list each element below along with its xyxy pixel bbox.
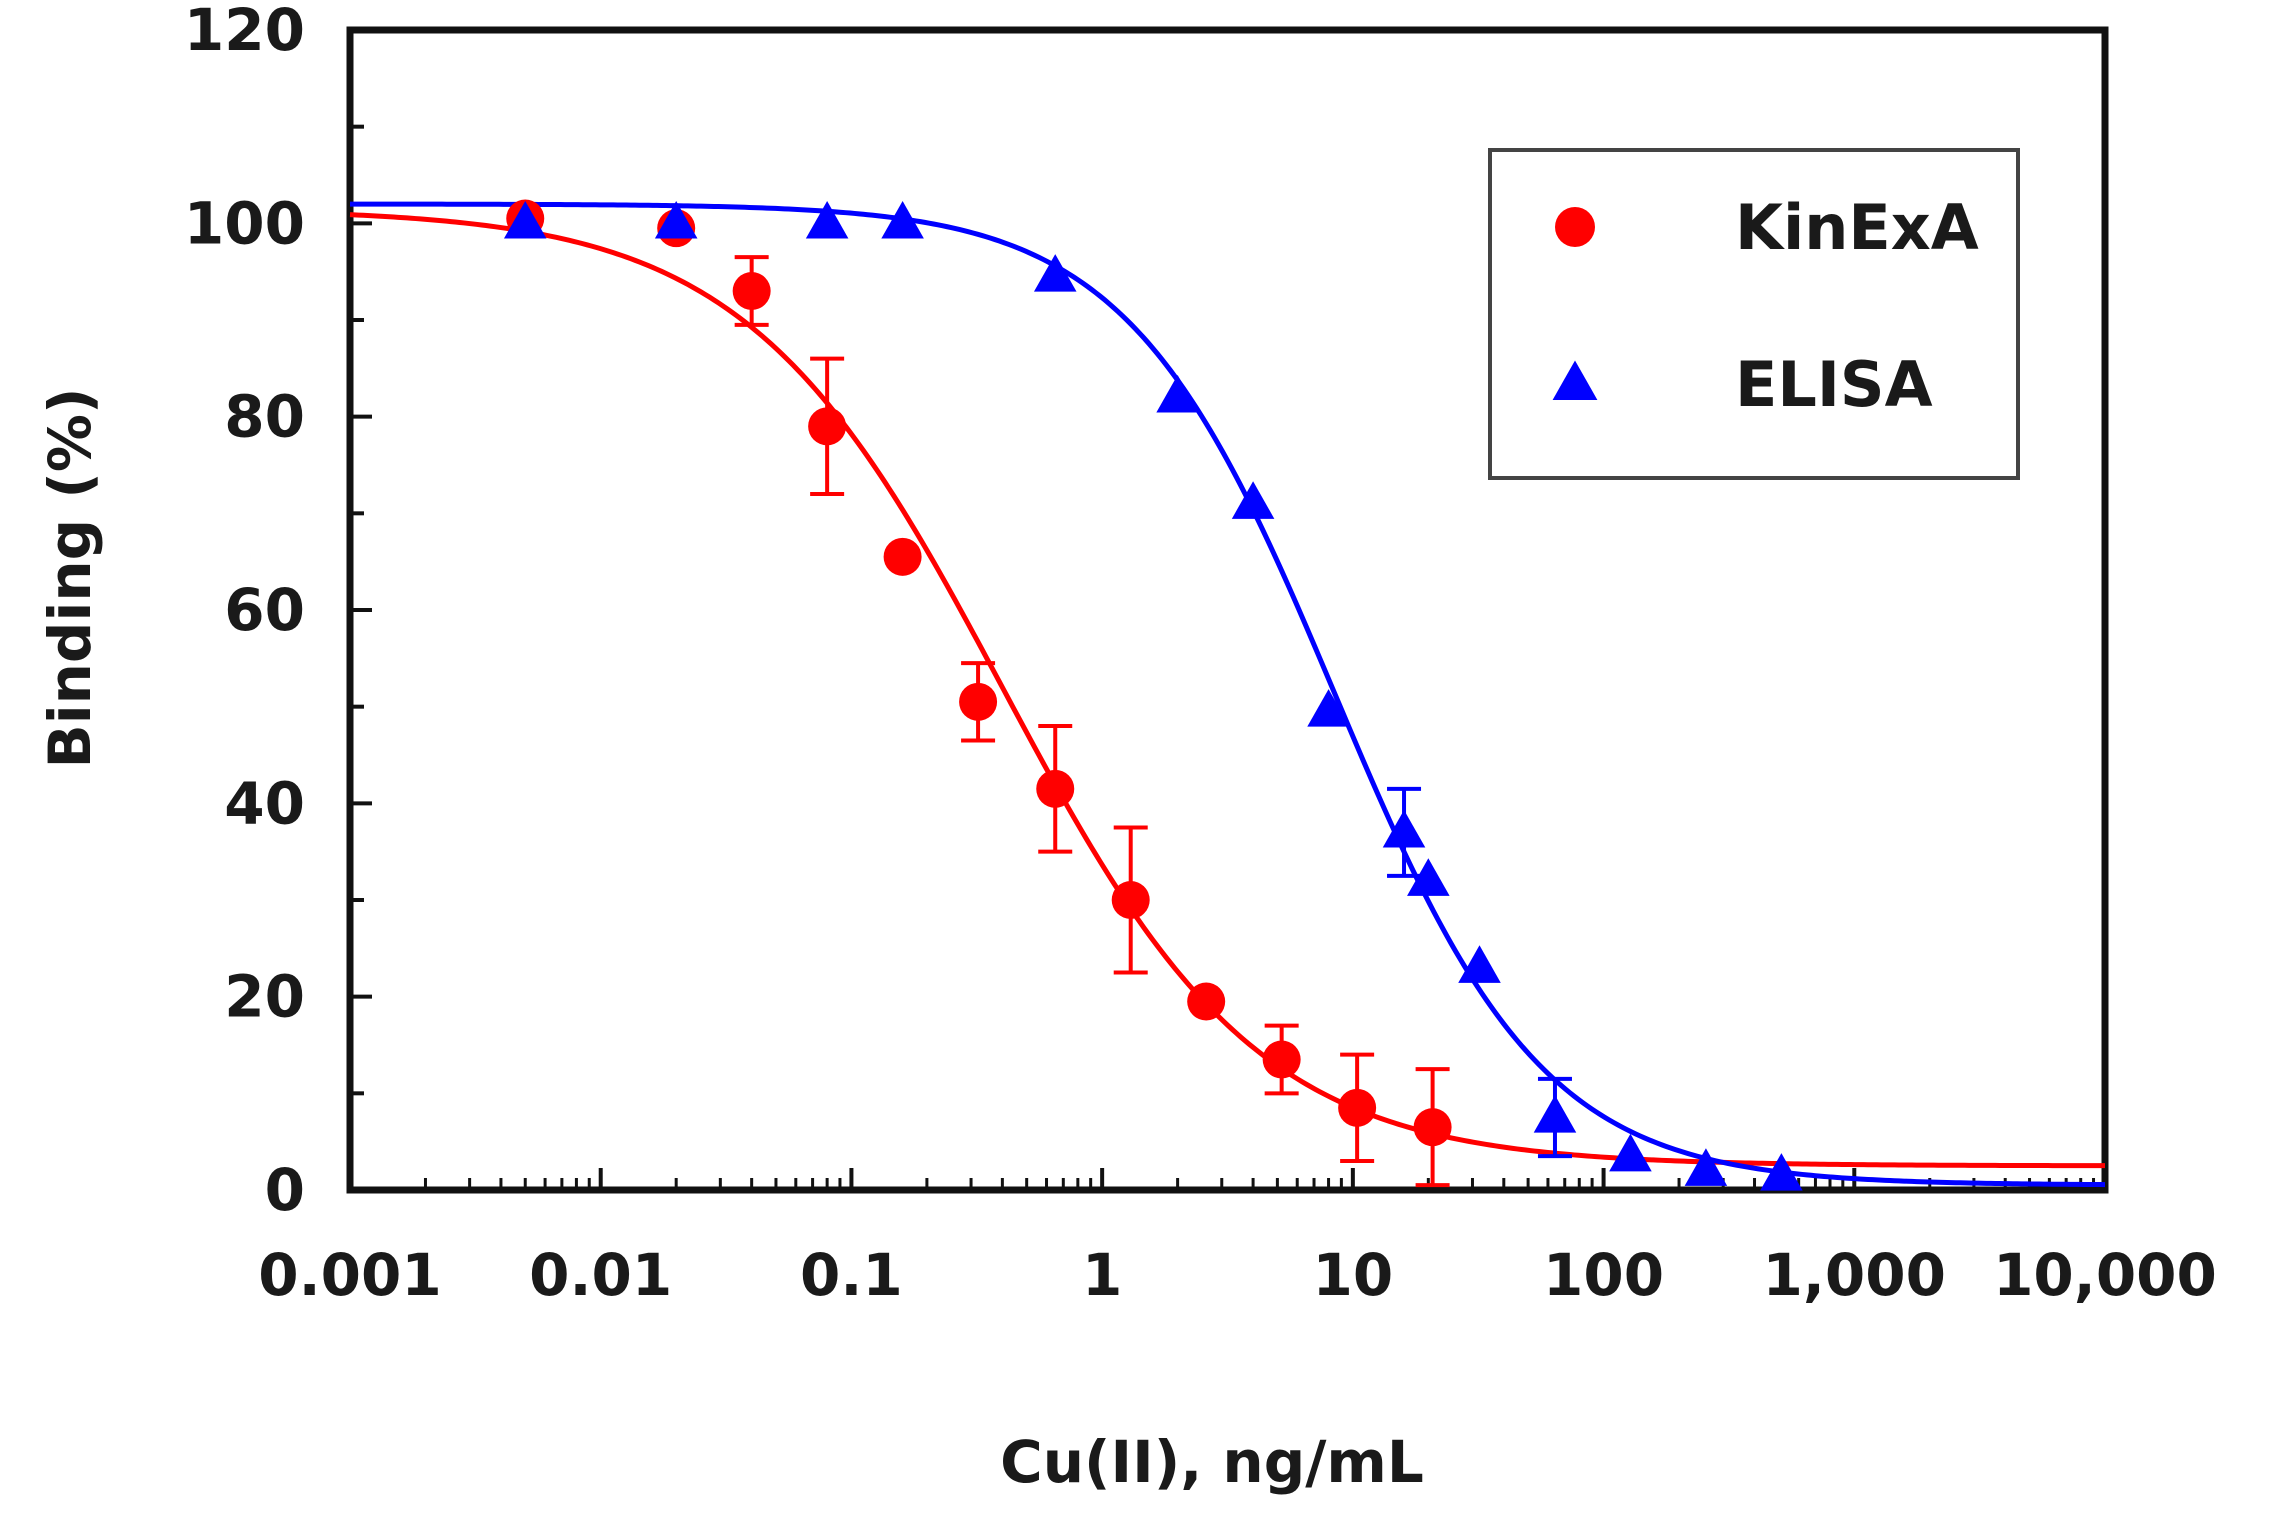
kinexa-legend-marker xyxy=(1555,207,1595,247)
kinexa-data-point xyxy=(883,537,922,576)
y-tick-label: 80 xyxy=(224,383,305,451)
y-axis-title: Binding (%) xyxy=(36,388,104,769)
kinexa-data-point xyxy=(1262,1040,1301,1079)
legend: KinExA ELISA xyxy=(1488,148,2020,480)
elisa-data-point xyxy=(1609,1133,1652,1172)
elisa-data-point xyxy=(1156,374,1199,413)
y-tick-label: 100 xyxy=(184,189,305,257)
x-tick-label: 1 xyxy=(1082,1241,1122,1309)
x-tick-label: 100 xyxy=(1543,1241,1664,1309)
elisa-data-point xyxy=(881,200,924,239)
kinexa-fit-curve xyxy=(349,212,2106,1169)
y-tick-label: 120 xyxy=(184,0,305,64)
y-tick-label: 60 xyxy=(224,576,305,644)
x-tick-label: 10 xyxy=(1312,1241,1393,1309)
error-bars xyxy=(734,255,1572,1188)
kinexa-legend-label: KinExA xyxy=(1735,191,1979,264)
kinexa-data-point xyxy=(808,407,847,446)
elisa-fit-curve xyxy=(349,201,2106,1188)
y-tick-label: 0 xyxy=(265,1156,305,1224)
legend-items: KinExA ELISA xyxy=(1552,191,1979,421)
data-markers xyxy=(503,199,1803,1191)
kinexa-data-point xyxy=(959,682,998,721)
elisa-data-point xyxy=(1684,1148,1728,1186)
kinexa-data-point xyxy=(732,272,771,310)
kinexa-data-point xyxy=(1338,1088,1377,1127)
x-tick-label: 10,000 xyxy=(1993,1241,2217,1309)
fit-curves xyxy=(349,201,2106,1188)
kinexa-data-point xyxy=(1036,769,1075,808)
elisa-legend-marker xyxy=(1552,360,1598,400)
kinexa-data-point xyxy=(1413,1108,1452,1147)
elisa-data-point xyxy=(1760,1153,1803,1191)
axis-ticks xyxy=(348,28,2107,1192)
x-axis-title: Cu(II), ng/mL xyxy=(1000,1428,1424,1496)
x-tick-label: 0.1 xyxy=(800,1241,903,1309)
elisa-data-point xyxy=(654,200,698,239)
elisa-legend-label: ELISA xyxy=(1735,348,1933,421)
axis-tick-labels: 0 20 40 60 80 100 120 0.001 0.01 0.1 1 10 100 1,000 10… xyxy=(184,0,2217,1309)
elisa-data-point xyxy=(1033,254,1077,292)
elisa-data-point xyxy=(503,200,547,239)
elisa-data-point xyxy=(805,200,849,239)
legend-box xyxy=(1488,148,2020,480)
x-tick-label: 1,000 xyxy=(1763,1241,1946,1309)
kinexa-data-point xyxy=(1187,982,1226,1021)
elisa-data-point xyxy=(1533,1095,1577,1133)
elisa-data-point xyxy=(1382,809,1426,848)
kinexa-data-point xyxy=(1111,881,1150,919)
x-tick-label: 0.001 xyxy=(258,1241,441,1309)
y-tick-label: 20 xyxy=(224,963,305,1031)
y-tick-label: 40 xyxy=(224,769,305,837)
elisa-data-point xyxy=(1231,481,1275,519)
elisa-data-point xyxy=(1407,858,1450,896)
elisa-data-point xyxy=(1458,945,1501,983)
x-tick-label: 0.01 xyxy=(529,1241,672,1309)
elisa-data-point xyxy=(1307,689,1350,727)
